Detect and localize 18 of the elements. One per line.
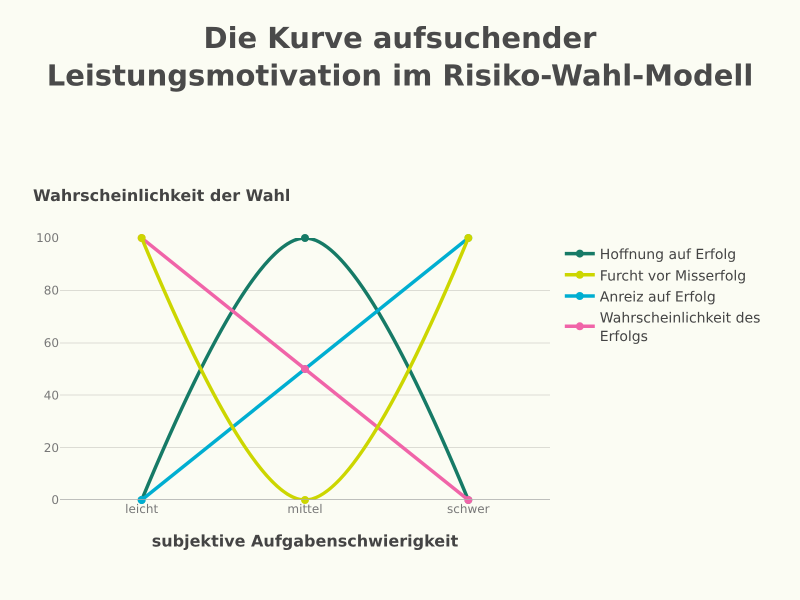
point: [301, 496, 309, 504]
legend-label: Hoffnung auf Erfolg: [600, 247, 736, 264]
y-tick-label: 0: [51, 493, 59, 508]
chart-title: Die Kurve aufsuchender Leistungsmotivation im Risiko-Wahl-Modell: [46, 21, 754, 93]
y-axis-title: Wahrscheinlichkeit der Wahl: [33, 186, 290, 205]
y-tick-label: 20: [44, 440, 59, 455]
x-tick-label: schwer: [447, 502, 490, 516]
x-axis-title: subjektive Aufgabenschwierigkeit: [152, 532, 459, 551]
y-tick-label: 80: [44, 284, 59, 298]
x-tick-label: leicht: [125, 502, 158, 516]
legend-label: Anreiz auf Erfolg: [600, 289, 716, 306]
y-tick-label: 40: [44, 388, 59, 402]
legend-label: Furcht vor Misserfolg: [600, 268, 746, 284]
y-tick-label: 100: [36, 231, 59, 246]
y-tick-label: 60: [44, 336, 59, 350]
x-tick-label: mittel: [287, 502, 323, 516]
legend-label: Wahrscheinlichkeit des Erfolgs: [600, 310, 760, 345]
point: [301, 234, 309, 242]
